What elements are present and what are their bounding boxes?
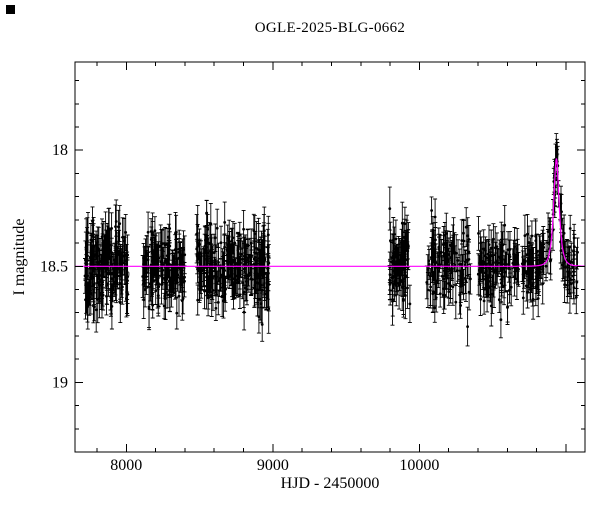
svg-text:10000: 10000 (399, 457, 439, 474)
svg-text:19: 19 (52, 374, 68, 391)
chart-title: OGLE-2025-BLG-0662 (254, 20, 406, 36)
svg-text:18.5: 18.5 (40, 258, 68, 275)
svg-text:18: 18 (52, 142, 68, 159)
y-axis-label: I magnitude (11, 218, 28, 296)
corner-mark (6, 5, 15, 14)
svg-text:8000: 8000 (110, 457, 142, 474)
svg-text:9000: 9000 (257, 457, 289, 474)
x-axis-label: HJD - 2450000 (280, 475, 380, 492)
